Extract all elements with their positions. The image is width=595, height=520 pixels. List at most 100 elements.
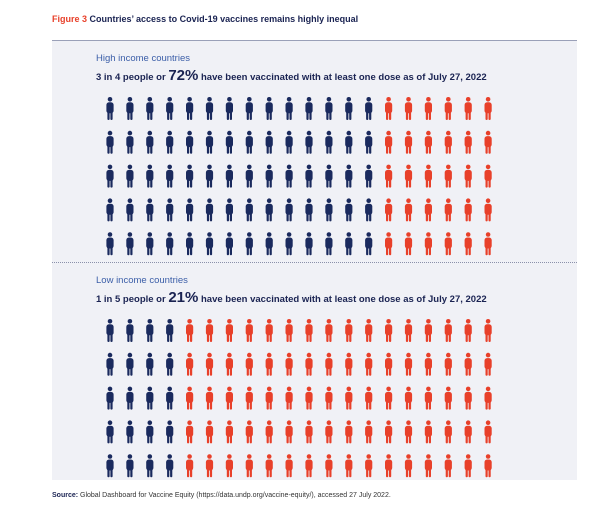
high-income-unvaccinated-person-icon xyxy=(444,97,452,120)
low-income-vaccinated-person-icon xyxy=(146,420,154,444)
high-income-vaccinated-person-icon xyxy=(205,198,214,222)
high-income-vaccinated-person-icon xyxy=(265,164,273,188)
low-income-unvaccinated-person-icon xyxy=(464,420,472,444)
low-income-unvaccinated-person-icon xyxy=(424,319,432,342)
high-income-vaccinated-person-icon xyxy=(166,164,174,188)
high-income-vaccinated-person-icon xyxy=(345,97,353,120)
high-income-panel: High income countries 3 in 4 people or 7… xyxy=(52,40,577,263)
high-income-vaccinated-person-icon xyxy=(245,130,253,154)
low-income-unvaccinated-person-icon xyxy=(484,319,492,342)
high-income-unvaccinated-person-icon xyxy=(484,198,492,222)
low-income-unvaccinated-person-icon xyxy=(305,454,313,478)
low-income-unvaccinated-person-icon xyxy=(305,420,313,444)
low-income-unvaccinated-person-icon xyxy=(285,420,293,444)
low-income-unvaccinated-person-icon xyxy=(305,319,313,342)
high-income-headline-post: have been vaccinated with at least one d… xyxy=(198,72,487,83)
low-income-vaccinated-person-icon xyxy=(166,352,174,376)
source-label: Source: xyxy=(52,492,79,499)
low-income-unvaccinated-person-icon xyxy=(385,319,393,342)
high-income-vaccinated-person-icon xyxy=(186,232,194,256)
high-income-unvaccinated-person-icon xyxy=(484,97,492,120)
low-income-panel: Low income countries 1 in 5 people or 21… xyxy=(52,263,577,480)
low-income-vaccinated-person-icon xyxy=(126,319,134,342)
high-income-vaccinated-person-icon xyxy=(186,164,194,188)
figure-title-text: Countries’ access to Covid-19 vaccines r… xyxy=(89,14,359,24)
low-income-unvaccinated-person-icon xyxy=(464,386,472,410)
high-income-unvaccinated-person-icon xyxy=(404,164,413,188)
low-income-unvaccinated-person-icon xyxy=(385,386,393,410)
low-income-unvaccinated-person-icon xyxy=(404,454,413,478)
high-income-unvaccinated-person-icon xyxy=(464,97,472,120)
low-income-unvaccinated-person-icon xyxy=(404,319,413,342)
high-income-vaccinated-person-icon xyxy=(325,198,333,222)
high-income-unvaccinated-person-icon xyxy=(464,232,472,256)
high-income-vaccinated-person-icon xyxy=(205,164,214,188)
low-income-unvaccinated-person-icon xyxy=(365,420,373,444)
low-income-vaccinated-person-icon xyxy=(126,454,134,478)
high-income-vaccinated-person-icon xyxy=(305,130,313,154)
low-income-vaccinated-person-icon xyxy=(106,352,114,376)
low-income-unvaccinated-person-icon xyxy=(265,386,273,410)
low-income-vaccinated-person-icon xyxy=(106,454,114,478)
high-income-vaccinated-person-icon xyxy=(106,198,114,222)
low-income-unvaccinated-person-icon xyxy=(385,454,393,478)
low-income-unvaccinated-person-icon xyxy=(225,386,233,410)
high-income-unvaccinated-person-icon xyxy=(424,130,432,154)
high-income-vaccinated-person-icon xyxy=(245,232,253,256)
low-income-unvaccinated-person-icon xyxy=(464,352,472,376)
high-income-vaccinated-person-icon xyxy=(146,198,154,222)
low-income-unvaccinated-person-icon xyxy=(205,454,214,478)
low-income-vaccinated-person-icon xyxy=(146,454,154,478)
high-income-vaccinated-person-icon xyxy=(365,97,373,120)
low-income-vaccinated-person-icon xyxy=(126,420,134,444)
high-income-vaccinated-person-icon xyxy=(365,164,373,188)
low-income-percent: 21% xyxy=(168,289,199,306)
low-income-unvaccinated-person-icon xyxy=(225,352,233,376)
low-income-unvaccinated-person-icon xyxy=(205,420,214,444)
high-income-vaccinated-person-icon xyxy=(345,164,353,188)
low-income-unvaccinated-person-icon xyxy=(186,319,194,342)
high-income-vaccinated-person-icon xyxy=(265,198,273,222)
low-income-unvaccinated-person-icon xyxy=(325,420,333,444)
high-income-vaccinated-person-icon xyxy=(305,198,313,222)
low-income-vaccinated-person-icon xyxy=(126,386,134,410)
low-income-unvaccinated-person-icon xyxy=(385,352,393,376)
low-income-unvaccinated-person-icon xyxy=(444,454,452,478)
high-income-vaccinated-person-icon xyxy=(265,130,273,154)
low-income-unvaccinated-person-icon xyxy=(325,386,333,410)
high-income-vaccinated-person-icon xyxy=(146,164,154,188)
high-income-vaccinated-person-icon xyxy=(325,232,333,256)
high-income-unvaccinated-person-icon xyxy=(484,164,492,188)
high-income-vaccinated-person-icon xyxy=(106,130,114,154)
panel-divider xyxy=(52,262,577,263)
low-income-unvaccinated-person-icon xyxy=(345,454,353,478)
high-income-unvaccinated-person-icon xyxy=(424,97,432,120)
high-income-unvaccinated-person-icon xyxy=(484,130,492,154)
source-text: Global Dashboard for Vaccine Equity (htt… xyxy=(78,492,391,499)
high-income-unvaccinated-person-icon xyxy=(464,164,472,188)
low-income-unvaccinated-person-icon xyxy=(444,386,452,410)
high-income-vaccinated-person-icon xyxy=(345,130,353,154)
low-income-unvaccinated-person-icon xyxy=(265,352,273,376)
low-income-unvaccinated-person-icon xyxy=(365,352,373,376)
low-income-unvaccinated-person-icon xyxy=(245,420,253,444)
low-income-unvaccinated-person-icon xyxy=(484,454,492,478)
high-income-vaccinated-person-icon xyxy=(205,130,214,154)
low-income-unvaccinated-person-icon xyxy=(345,386,353,410)
high-income-vaccinated-person-icon xyxy=(305,97,313,120)
low-income-unvaccinated-person-icon xyxy=(265,319,273,342)
high-income-vaccinated-person-icon xyxy=(245,164,253,188)
low-income-unvaccinated-person-icon xyxy=(186,420,194,444)
low-income-vaccinated-person-icon xyxy=(126,352,134,376)
high-income-vaccinated-person-icon xyxy=(345,232,353,256)
low-income-unvaccinated-person-icon xyxy=(186,454,194,478)
low-income-unvaccinated-person-icon xyxy=(464,319,472,342)
low-income-unvaccinated-person-icon xyxy=(245,386,253,410)
low-income-vaccinated-person-icon xyxy=(106,319,114,342)
low-income-unvaccinated-person-icon xyxy=(404,386,413,410)
high-income-vaccinated-person-icon xyxy=(305,164,313,188)
high-income-vaccinated-person-icon xyxy=(285,164,293,188)
low-income-unvaccinated-person-icon xyxy=(225,454,233,478)
high-income-unvaccinated-person-icon xyxy=(404,232,413,256)
low-income-unvaccinated-person-icon xyxy=(245,454,253,478)
